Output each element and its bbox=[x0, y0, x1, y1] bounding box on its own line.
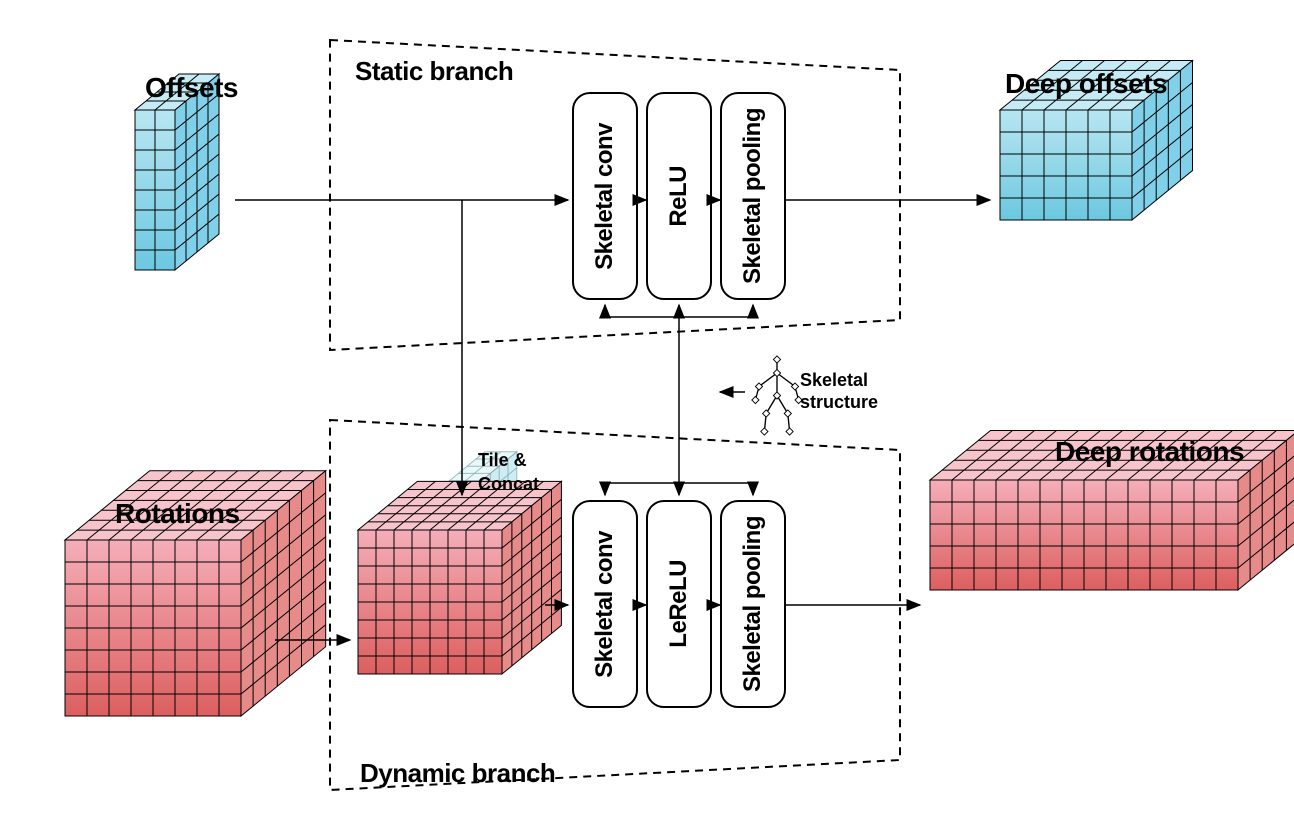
deep-rotations-label: Deep rotations bbox=[1055, 436, 1244, 468]
rotations-label: Rotations bbox=[115, 498, 240, 530]
tile-concat-label-2: Concat bbox=[478, 474, 539, 495]
dynamic-branch-label: Dynamic branch bbox=[360, 758, 555, 789]
dynamic-lerelu: LeReLU bbox=[646, 500, 712, 708]
op-label: Skeletal pooling bbox=[739, 516, 767, 692]
skeletal-structure-label-1: Skeletal bbox=[800, 370, 868, 391]
dynamic-skeletal-pooling: Skeletal pooling bbox=[720, 500, 786, 708]
op-label: ReLU bbox=[665, 166, 693, 227]
skeletal-structure-label-2: structure bbox=[800, 392, 878, 413]
op-label: LeReLU bbox=[665, 560, 693, 648]
op-label: Skeletal pooling bbox=[739, 108, 767, 284]
op-label: Skeletal conv bbox=[591, 531, 619, 678]
offsets-label: Offsets bbox=[145, 72, 238, 104]
static-skeletal-conv: Skeletal conv bbox=[572, 92, 638, 300]
static-branch-label: Static branch bbox=[355, 56, 513, 87]
deep-offsets-label: Deep offsets bbox=[1005, 68, 1167, 100]
tile-concat-label-1: Tile & bbox=[478, 450, 527, 471]
dynamic-skeletal-conv: Skeletal conv bbox=[572, 500, 638, 708]
static-skeletal-pooling: Skeletal pooling bbox=[720, 92, 786, 300]
static-relu: ReLU bbox=[646, 92, 712, 300]
op-label: Skeletal conv bbox=[591, 123, 619, 270]
